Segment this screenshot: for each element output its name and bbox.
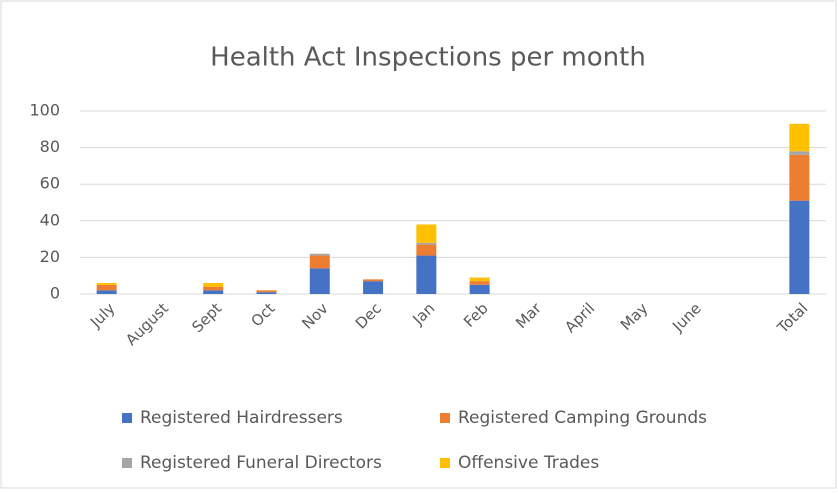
bar-segment (469, 284, 490, 294)
y-tick-label: 60 (40, 174, 60, 193)
legend-swatch (122, 458, 132, 468)
y-tick-label: 0 (50, 284, 60, 303)
bar-segment (416, 255, 437, 294)
legend-swatch (440, 413, 450, 423)
bar-segment (309, 268, 330, 294)
bar-segment (416, 242, 437, 245)
bar-segment (469, 281, 490, 285)
bar-segment (789, 200, 810, 294)
bar-segment (789, 154, 810, 201)
bar-segment (789, 123, 810, 152)
y-tick-label: 80 (40, 137, 60, 156)
bar-segment (416, 244, 437, 256)
legend-label: Registered Funeral Directors (140, 453, 382, 473)
bar-segment (96, 290, 117, 294)
y-tick-label: 40 (40, 210, 60, 229)
y-tick-label: 100 (29, 101, 60, 120)
bar-segment (256, 290, 277, 293)
bar-segment (309, 253, 330, 256)
legend-label: Registered Hairdressers (140, 408, 343, 428)
bar-segment (363, 281, 384, 294)
bar-segment (96, 284, 117, 291)
bar-segment (256, 292, 277, 294)
bar-segment (416, 224, 437, 243)
legend-swatch (440, 458, 450, 468)
legend-label: Offensive Trades (458, 453, 599, 473)
chart-title: Health Act Inspections per month (210, 43, 646, 73)
bar-segment (203, 286, 224, 291)
bar-segment (469, 277, 490, 282)
legend-swatch (122, 413, 132, 423)
bar-segment (363, 279, 384, 282)
bar-segment (203, 283, 224, 287)
legend-label: Registered Camping Grounds (458, 408, 707, 428)
bar-segment (309, 255, 330, 269)
y-tick-label: 20 (40, 247, 60, 266)
bar-segment (96, 283, 117, 285)
bar-segment (789, 151, 810, 155)
bar-segment (203, 290, 224, 294)
